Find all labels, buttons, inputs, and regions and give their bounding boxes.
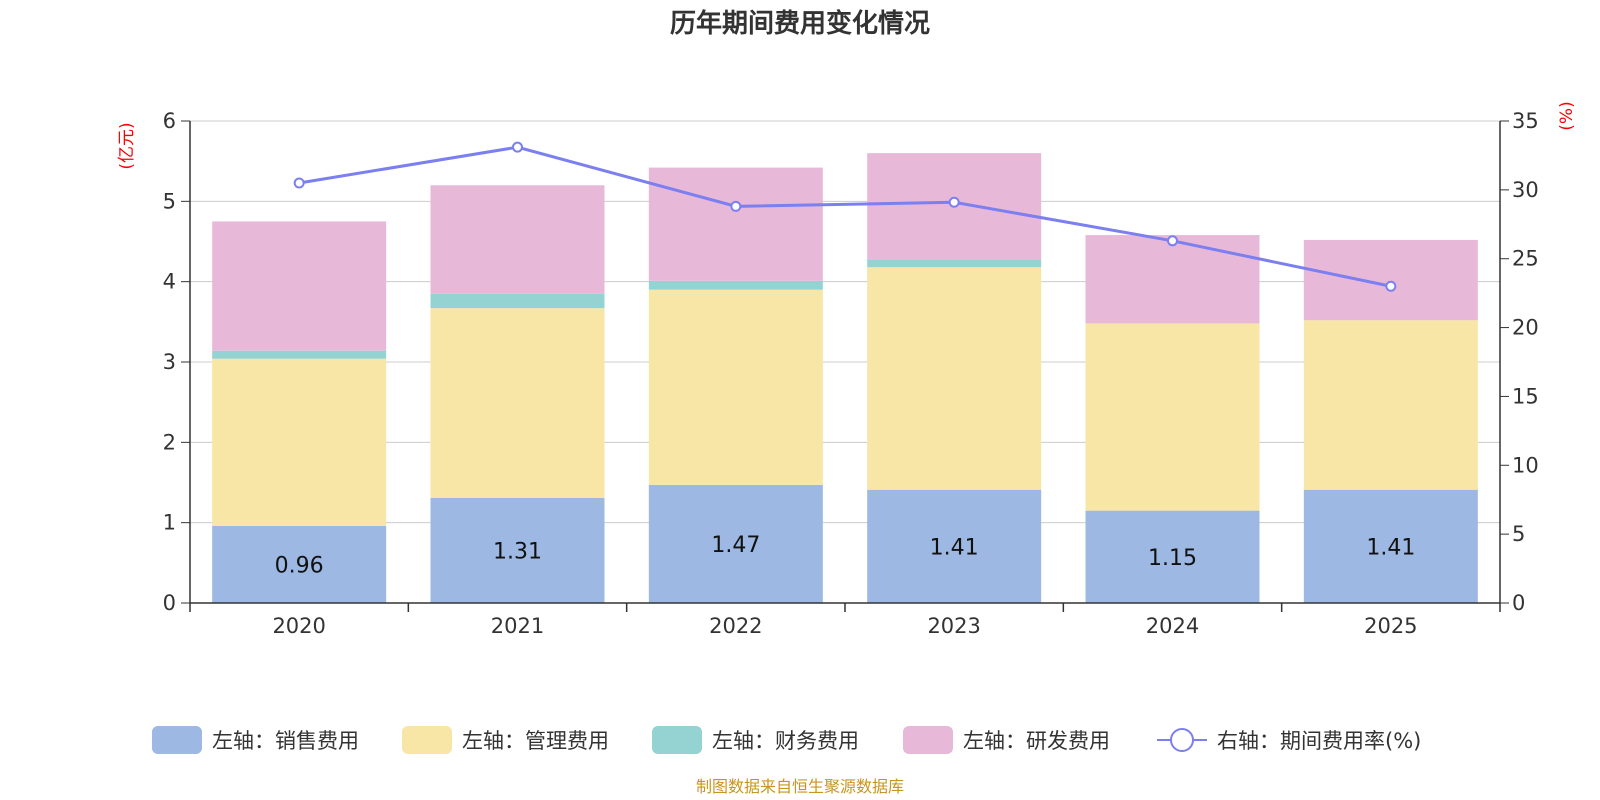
legend-circle-icon (1170, 728, 1194, 752)
bar-segment-0 (867, 489, 1042, 603)
legend-label: 左轴：销售费用 (212, 729, 359, 753)
bar-segment-1 (1303, 320, 1478, 490)
left-axis-tick-label: 0 (163, 591, 176, 615)
rate-point (1167, 235, 1178, 247)
bar-segment-0 (212, 525, 387, 603)
line-series (293, 141, 1397, 292)
right-axis-tick-label: 15 (1512, 384, 1539, 408)
legend-swatch (652, 726, 702, 754)
bar-segment-3 (648, 167, 823, 281)
legend-label: 左轴：研发费用 (963, 729, 1110, 753)
right-axis-tick-label: 25 (1512, 247, 1539, 271)
left-axis-tick-label: 5 (163, 189, 176, 213)
left-axis-unit: (亿元) (117, 122, 137, 169)
rate-point (512, 141, 523, 153)
left-axis-tick-label: 6 (163, 109, 176, 133)
bar-series (212, 153, 1478, 603)
bar-data-label: 1.31 (493, 539, 542, 564)
right-axis-tick-label: 5 (1512, 522, 1525, 546)
bar-segment-2 (867, 259, 1042, 268)
rate-line (298, 145, 1392, 288)
bar-segment-1 (212, 358, 387, 526)
bar-segment-3 (212, 221, 387, 351)
bar-segment-0 (648, 484, 823, 603)
bar-segment-1 (1085, 323, 1260, 511)
right-axis-tick-label: 30 (1512, 178, 1539, 202)
x-axis-tick-label: 2024 (1146, 614, 1199, 638)
rate-point (1385, 280, 1397, 292)
rate-point (730, 200, 742, 212)
data-labels: 0.96 1.31 1.47 1.41 1.15 1.41 (275, 533, 1416, 578)
rate-point (948, 196, 960, 208)
bar-data-label: 1.41 (1366, 535, 1415, 560)
legend-label: 左轴：财务费用 (712, 729, 859, 753)
x-axis-tick-label: 2020 (272, 614, 325, 638)
right-axis-tick-label: 10 (1512, 453, 1539, 477)
bar-segment-2 (648, 280, 823, 290)
legend-swatch (903, 726, 953, 754)
bar-segment-0 (1303, 489, 1478, 603)
source-note: 制图数据来自恒生聚源数据库 (696, 777, 904, 796)
bar-data-label: 1.41 (930, 535, 979, 560)
bar-segment-3 (1085, 235, 1260, 324)
bar-data-label: 1.15 (1148, 546, 1197, 571)
legend: 左轴：销售费用 左轴：管理费用 左轴：财务费用 左轴：研发费用 右轴：期间费用率(%) (152, 726, 1421, 754)
x-axis-tick-label: 2023 (927, 614, 980, 638)
bar-segment-3 (1303, 239, 1478, 321)
bar-segment-1 (867, 267, 1042, 490)
chart-title: 历年期间费用变化情况 (670, 8, 930, 39)
bar-segment-2 (212, 350, 387, 359)
left-axis-tick-label: 4 (163, 270, 176, 294)
bar-segment-3 (430, 185, 605, 294)
right-axis-unit: (%) (1557, 101, 1577, 130)
legend-swatch (152, 726, 202, 754)
bar-data-label: 0.96 (275, 553, 324, 578)
grid-lines (190, 120, 1500, 604)
x-axis-tick-label: 2022 (709, 614, 762, 638)
right-axis-tick-label: 0 (1512, 591, 1525, 615)
left-axis-tick-label: 2 (163, 430, 176, 454)
right-axis-tick-label: 20 (1512, 316, 1539, 340)
x-axis-tick-label: 2021 (491, 614, 544, 638)
left-axis-tick-label: 1 (163, 511, 176, 535)
bar-segment-1 (648, 289, 823, 485)
bar-segment-0 (1085, 510, 1260, 603)
bar-segment-2 (430, 293, 605, 309)
left-axis-tick-label: 3 (163, 350, 176, 374)
legend-label: 右轴：期间费用率(%) (1217, 729, 1421, 753)
right-axis-tick-label: 35 (1512, 109, 1539, 133)
bar-segment-1 (430, 308, 605, 498)
bar-data-label: 1.47 (711, 533, 760, 558)
legend-swatch (402, 726, 452, 754)
rate-point (293, 177, 305, 189)
bar-segment-0 (430, 497, 605, 603)
legend-label: 左轴：管理费用 (462, 729, 609, 753)
x-axis-tick-label: 2025 (1364, 614, 1417, 638)
